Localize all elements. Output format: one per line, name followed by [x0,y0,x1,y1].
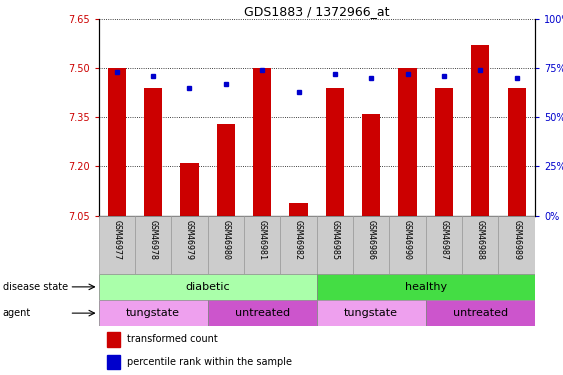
Bar [107,332,120,347]
Text: healthy: healthy [405,282,447,292]
Bar [99,300,208,326]
Bar [289,202,307,216]
Bar [426,216,462,274]
Bar [280,216,316,274]
Text: transformed count: transformed count [127,334,218,344]
Bar [208,300,316,326]
Bar [326,88,344,216]
Text: GSM46985: GSM46985 [330,220,339,260]
Bar [399,68,417,216]
Title: GDS1883 / 1372966_at: GDS1883 / 1372966_at [244,4,390,18]
Text: GSM46980: GSM46980 [221,220,230,260]
Text: GSM46981: GSM46981 [258,220,267,260]
Bar [353,216,390,274]
Text: percentile rank within the sample: percentile rank within the sample [127,357,292,367]
Text: GSM46978: GSM46978 [149,220,158,260]
Bar [99,216,135,274]
Text: GSM46986: GSM46986 [367,220,376,260]
Bar [471,45,489,216]
Bar [244,216,280,274]
Bar [316,274,535,300]
Bar [135,216,171,274]
Bar [316,300,426,326]
Text: GSM46977: GSM46977 [112,220,121,260]
Bar [435,88,453,216]
Bar [180,163,199,216]
Text: tungstate: tungstate [126,308,180,318]
Text: GSM46990: GSM46990 [403,220,412,260]
Text: GSM46979: GSM46979 [185,220,194,260]
Bar [144,88,162,216]
Bar [498,216,535,274]
Bar [508,88,526,216]
Text: GSM46982: GSM46982 [294,220,303,260]
Text: GSM46987: GSM46987 [440,220,449,260]
Bar [208,216,244,274]
Bar [99,274,316,300]
Text: tungstate: tungstate [344,308,398,318]
Bar [107,354,120,369]
Bar [108,68,126,216]
Text: untreated: untreated [453,308,508,318]
Bar [316,216,353,274]
Bar [462,216,498,274]
Text: untreated: untreated [235,308,290,318]
Bar [390,216,426,274]
Bar [217,124,235,216]
Bar [171,216,208,274]
Bar [362,114,381,216]
Text: GSM46989: GSM46989 [512,220,521,260]
Text: diabetic: diabetic [185,282,230,292]
Bar [253,68,271,216]
Bar [426,300,535,326]
Text: disease state: disease state [3,282,68,292]
Text: GSM46988: GSM46988 [476,220,485,260]
Text: agent: agent [3,308,31,318]
